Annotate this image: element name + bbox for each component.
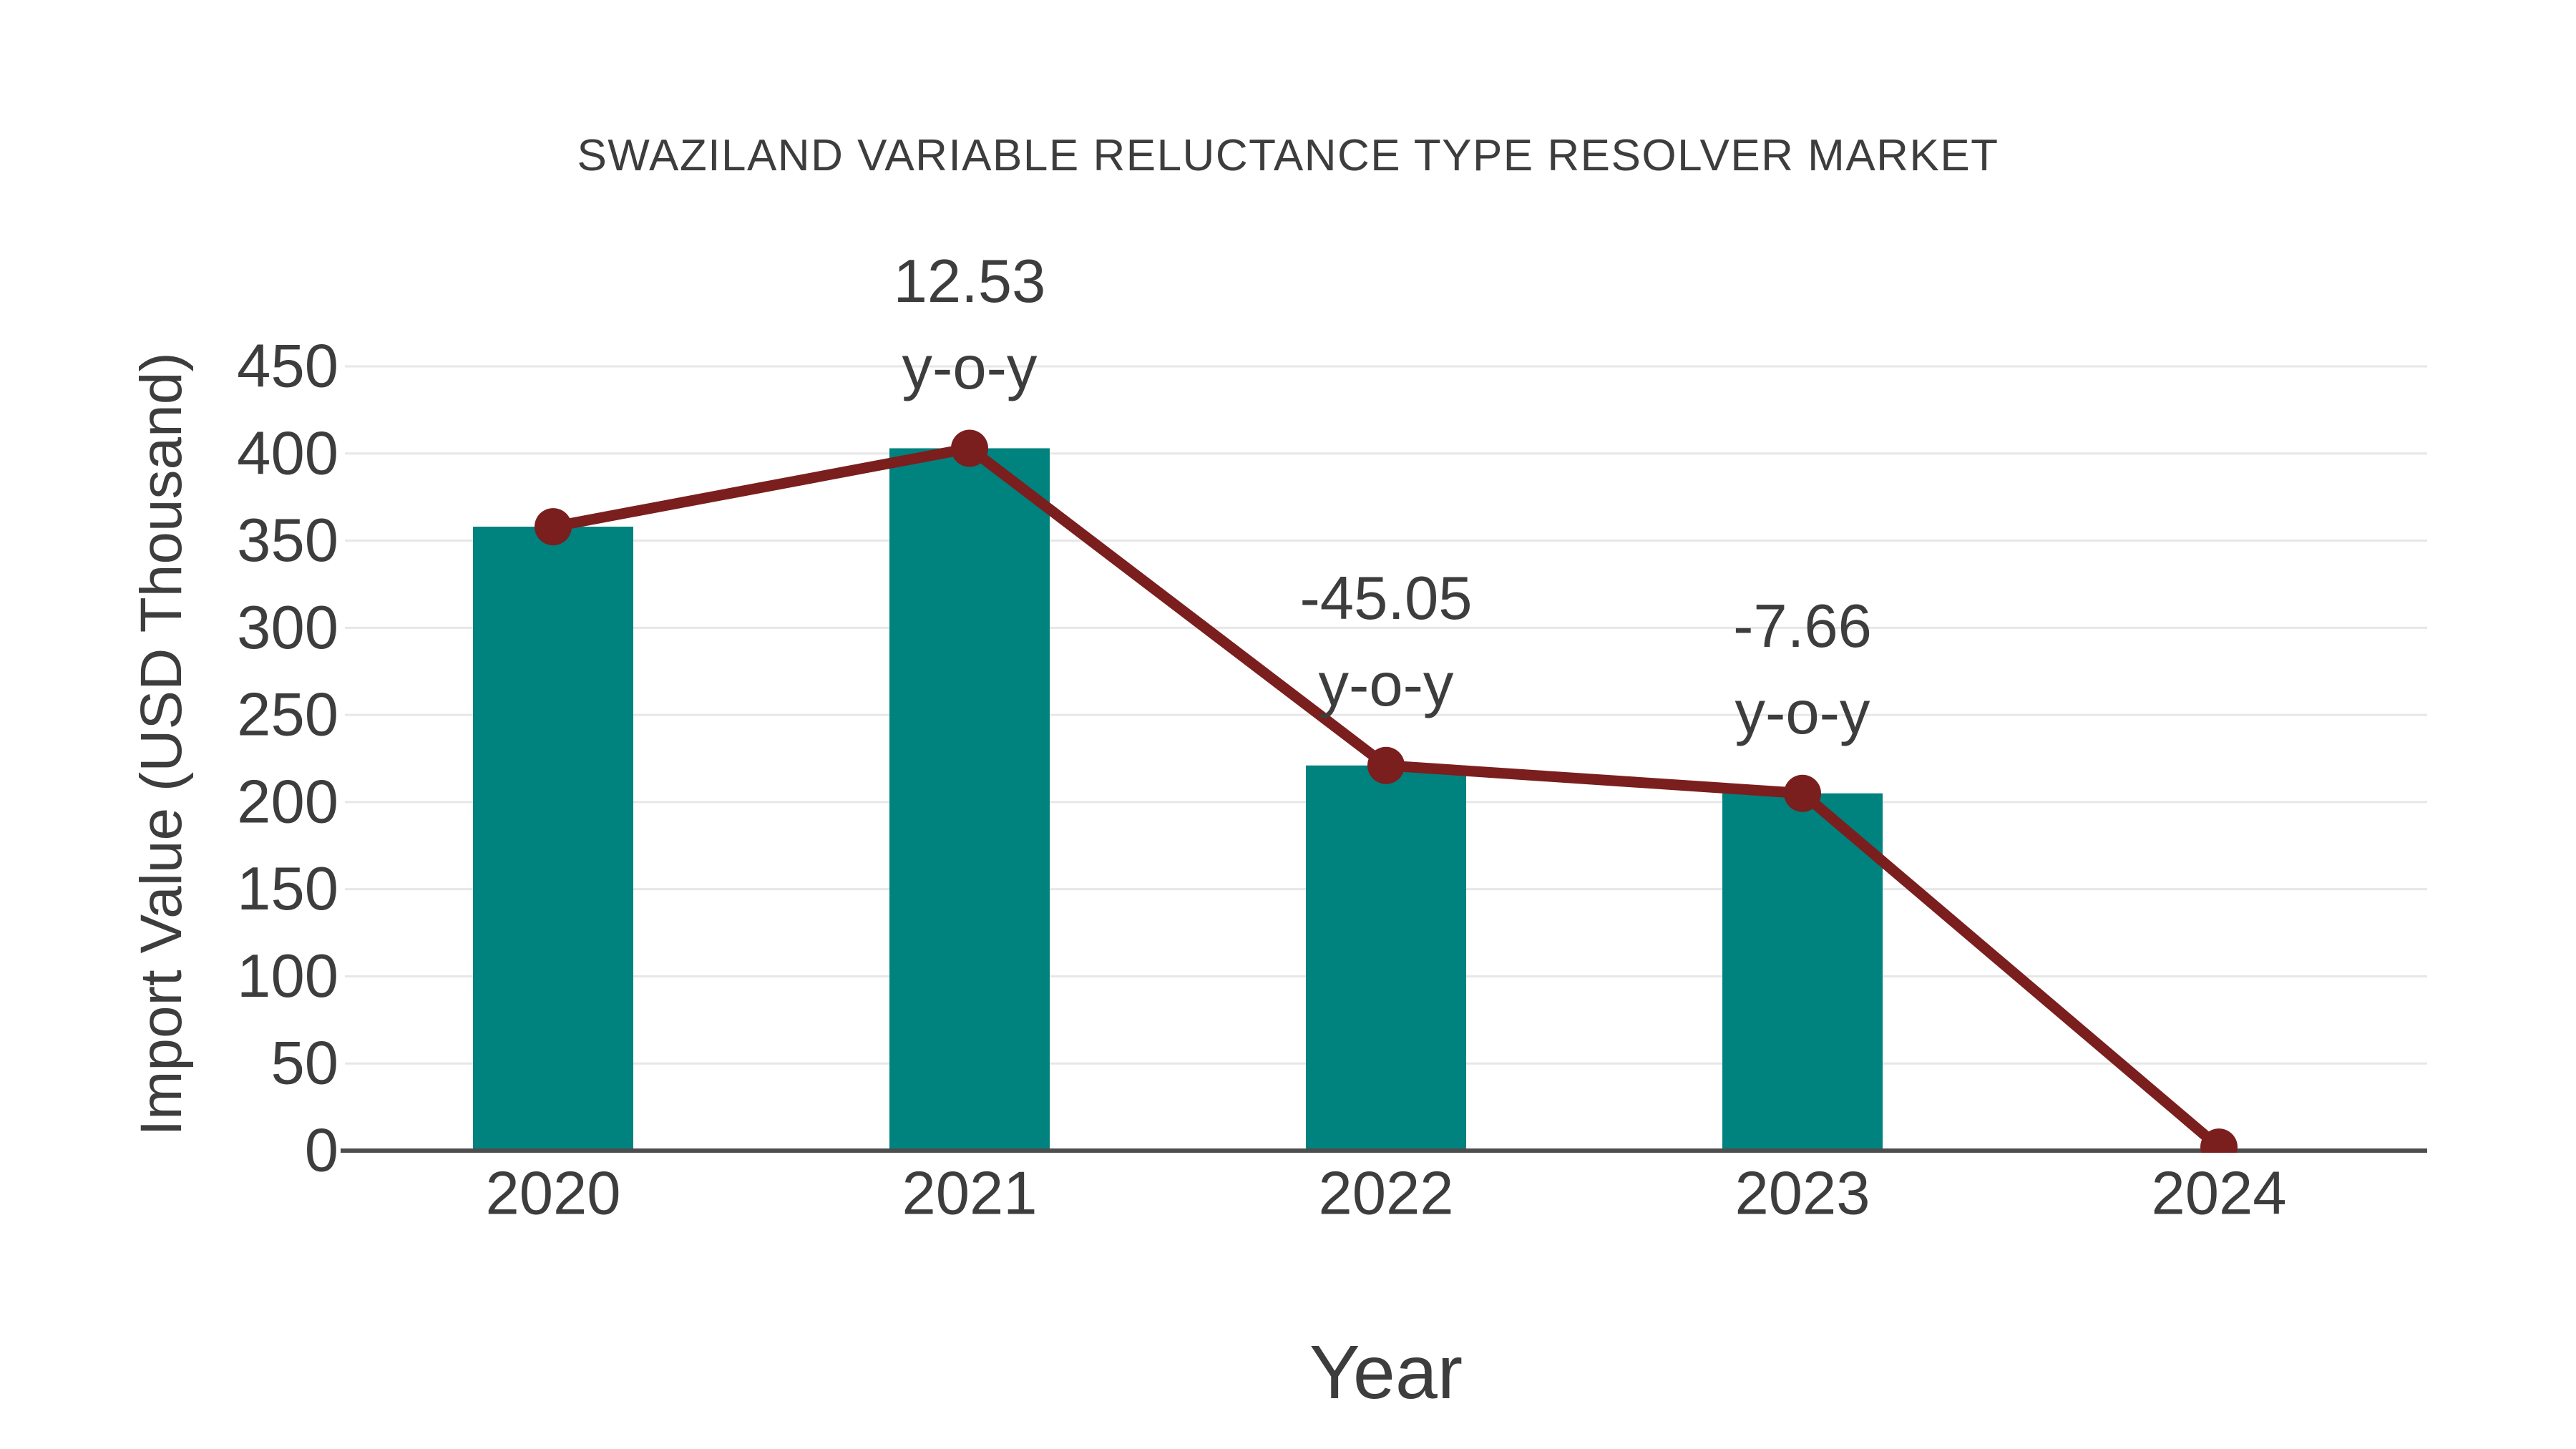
x-tick-label-2021: 2021 xyxy=(902,1160,1037,1228)
marker-2022 xyxy=(1367,746,1405,784)
y-tick-label-350: 350 xyxy=(237,507,338,575)
annotation-value-2022: -45.05 xyxy=(1299,565,1472,633)
bar-2020 xyxy=(473,527,633,1151)
bar-2023 xyxy=(1722,793,1883,1151)
bar-2021 xyxy=(889,448,1050,1151)
y-tick-label-300: 300 xyxy=(237,594,338,662)
x-tick-label-2024: 2024 xyxy=(2151,1160,2286,1228)
bar-2022 xyxy=(1306,765,1466,1151)
marker-2021 xyxy=(951,429,988,467)
marker-2023 xyxy=(1784,774,1821,812)
annotation-yoy-2021: y-o-y xyxy=(902,334,1038,402)
x-tick-label-2020: 2020 xyxy=(485,1160,620,1228)
annotation-value-2021: 12.53 xyxy=(894,248,1046,316)
x-axis-title: Year xyxy=(1309,1330,1463,1415)
y-tick-label-50: 50 xyxy=(270,1030,338,1098)
y-tick-label-150: 150 xyxy=(237,855,338,923)
y-tick-label-200: 200 xyxy=(237,768,338,836)
y-tick-label-400: 400 xyxy=(237,419,338,487)
annotation-value-2023: -7.66 xyxy=(1733,592,1872,660)
annotation-yoy-2022: y-o-y xyxy=(1319,651,1454,719)
chart-title: SWAZILAND VARIABLE RELUCTANCE TYPE RESOL… xyxy=(577,131,1999,180)
x-tick-label-2022: 2022 xyxy=(1318,1160,1453,1228)
y-tick-label-450: 450 xyxy=(237,333,338,401)
marker-2024 xyxy=(2200,1128,2238,1153)
x-tick-label-2023: 2023 xyxy=(1735,1160,1870,1228)
y-tick-label-250: 250 xyxy=(237,681,338,749)
marker-2020 xyxy=(535,508,572,546)
annotation-yoy-2023: y-o-y xyxy=(1735,679,1870,747)
y-tick-label-100: 100 xyxy=(237,942,338,1010)
y-tick-label-0: 0 xyxy=(305,1117,338,1185)
